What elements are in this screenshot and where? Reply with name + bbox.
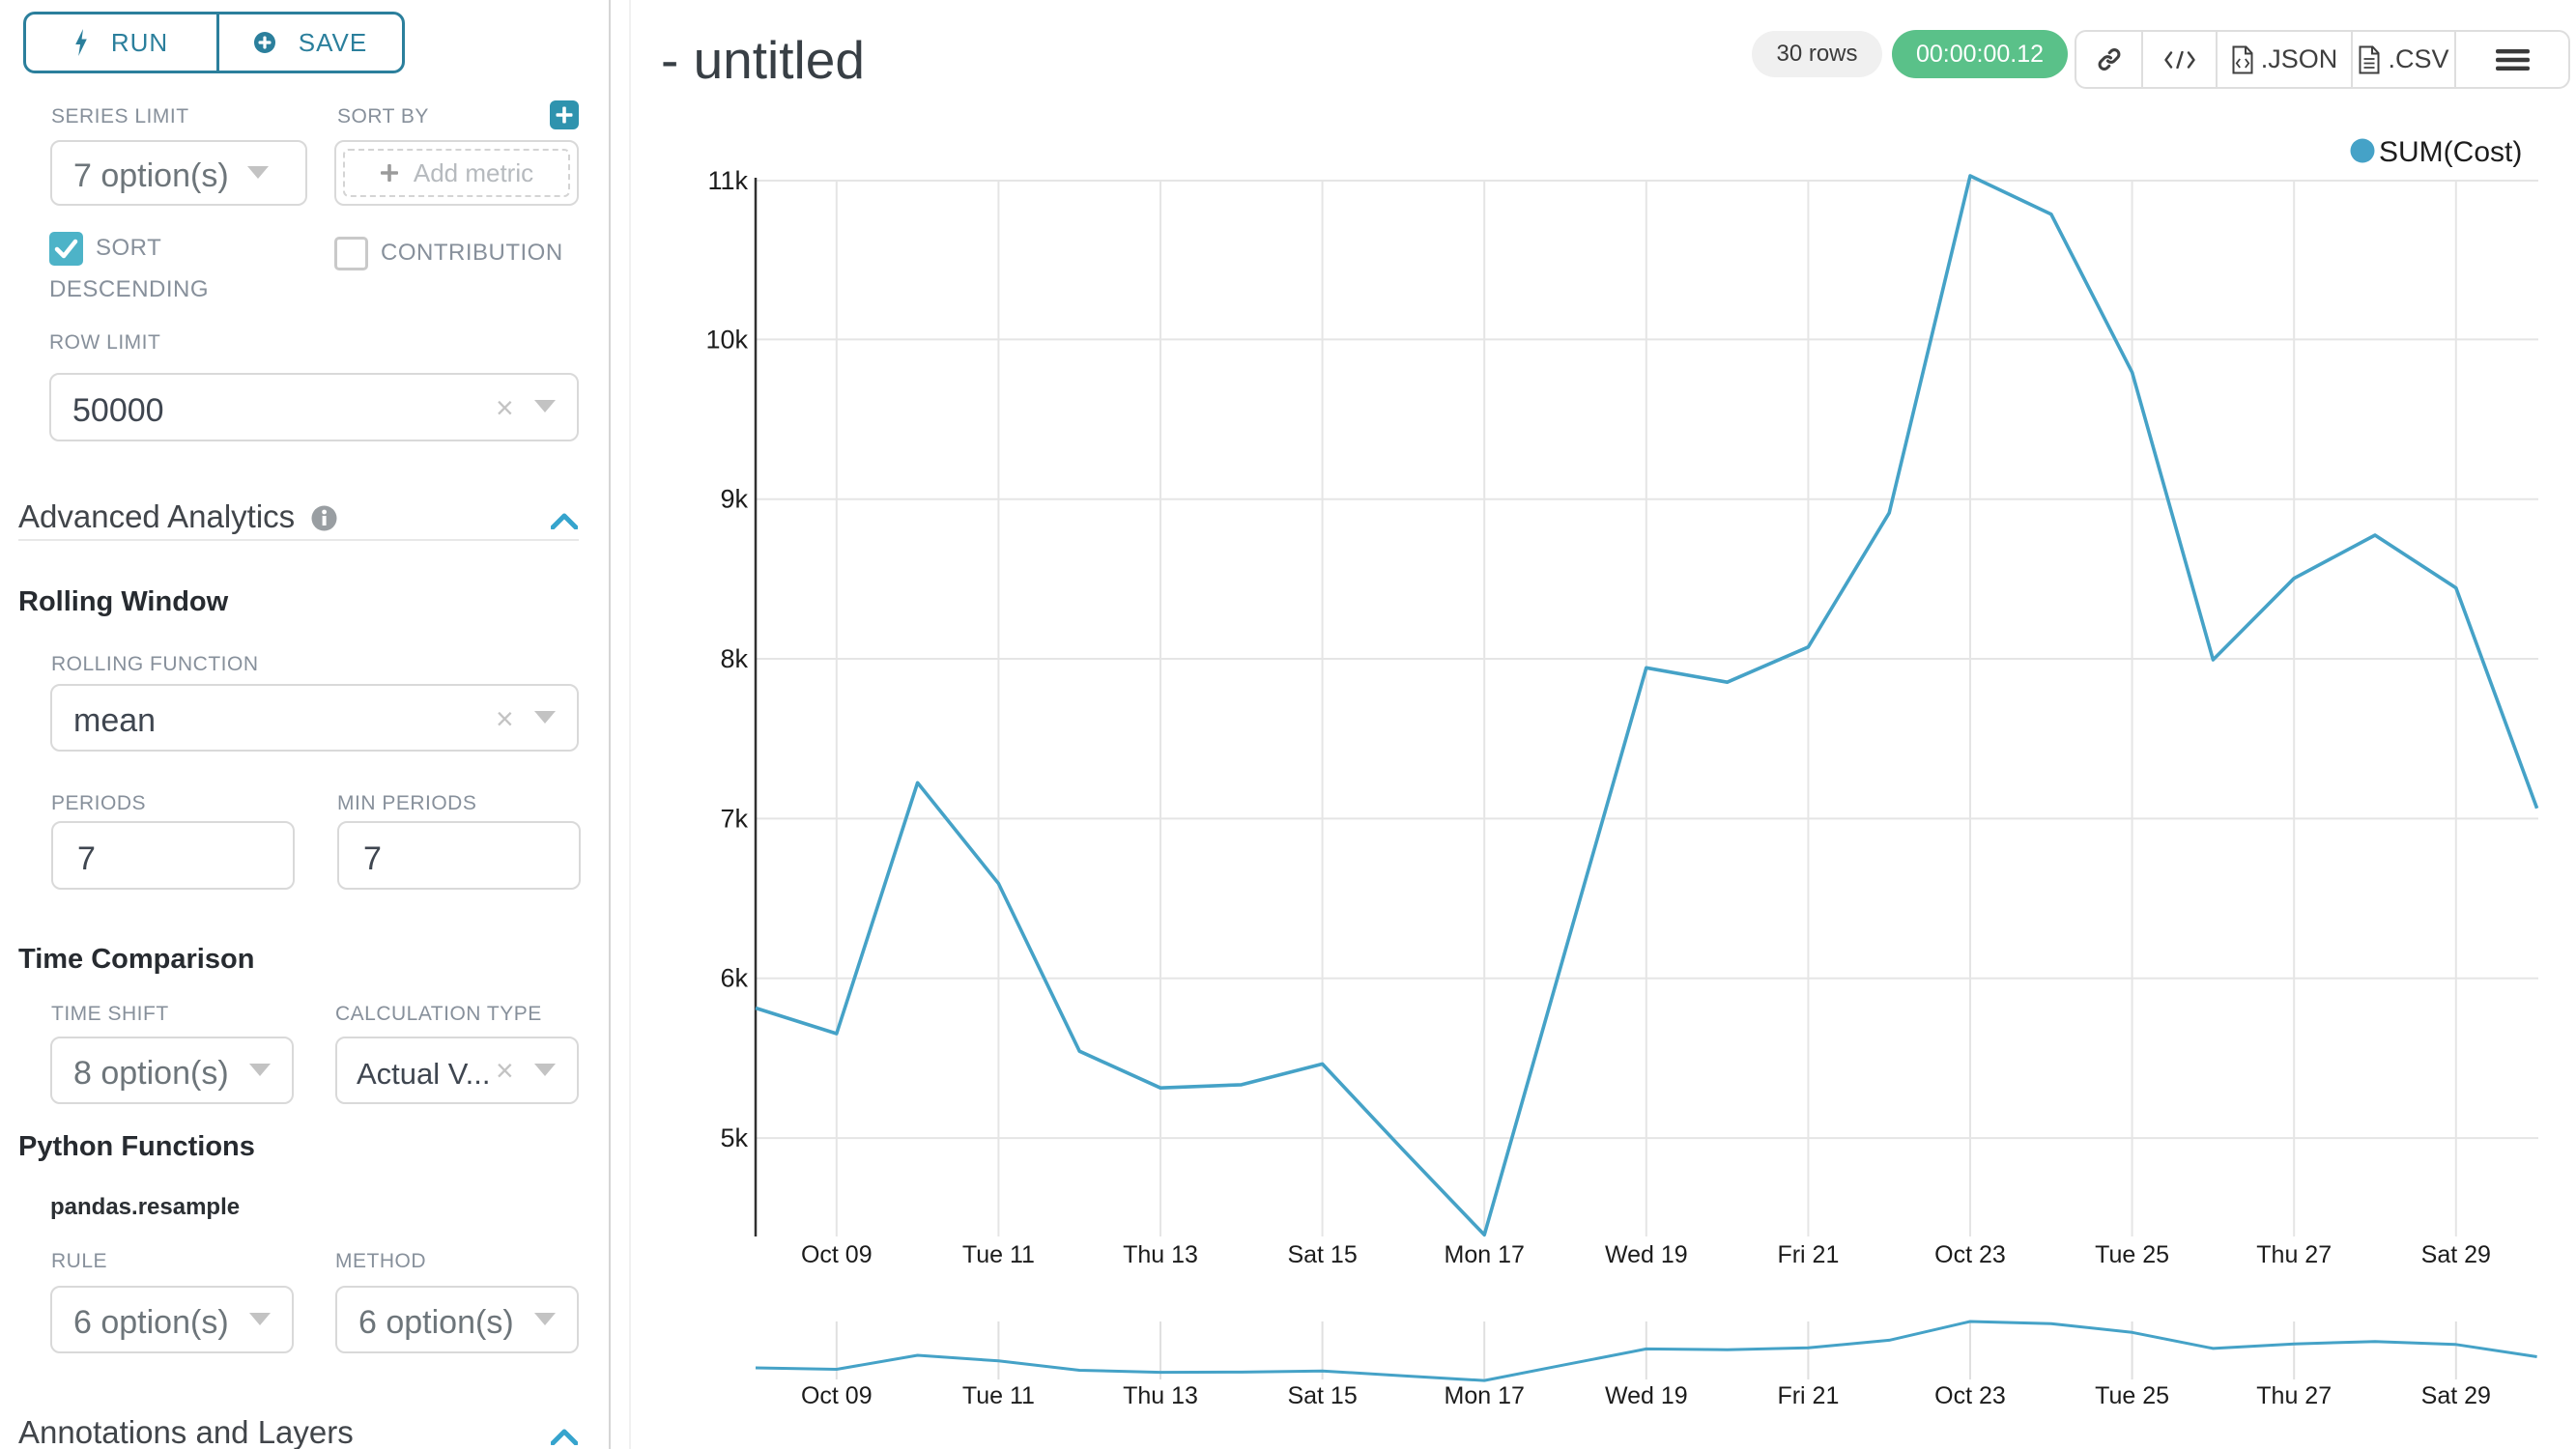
svg-text:Oct 23: Oct 23 [1934,1382,2006,1409]
svg-text:Mon 17: Mon 17 [1445,1241,1525,1268]
svg-text:Wed 19: Wed 19 [1605,1241,1688,1268]
svg-text:5k: 5k [720,1123,748,1152]
svg-text:SUM(Cost): SUM(Cost) [2379,136,2522,168]
svg-text:7k: 7k [720,804,748,833]
svg-text:Oct 09: Oct 09 [801,1241,873,1268]
svg-text:Wed 19: Wed 19 [1605,1382,1688,1409]
svg-text:6k: 6k [720,964,748,993]
svg-text:Thu 27: Thu 27 [2256,1241,2332,1268]
svg-text:11k: 11k [707,166,748,195]
svg-text:Sat 15: Sat 15 [1287,1382,1357,1409]
svg-text:Fri 21: Fri 21 [1777,1382,1839,1409]
svg-text:Fri 21: Fri 21 [1777,1241,1839,1268]
svg-text:Sat 15: Sat 15 [1287,1241,1357,1268]
svg-text:Sat 29: Sat 29 [2421,1241,2491,1268]
svg-text:Tue 11: Tue 11 [962,1241,1035,1268]
svg-text:8k: 8k [720,644,748,673]
svg-text:Thu 27: Thu 27 [2256,1382,2332,1409]
svg-text:Oct 23: Oct 23 [1934,1241,2006,1268]
svg-text:Tue 25: Tue 25 [2095,1382,2169,1409]
svg-text:9k: 9k [720,485,748,514]
svg-text:Thu 13: Thu 13 [1123,1382,1198,1409]
svg-text:Oct 09: Oct 09 [801,1382,873,1409]
svg-text:Sat 29: Sat 29 [2421,1382,2491,1409]
svg-text:Tue 11: Tue 11 [962,1382,1035,1409]
svg-text:Mon 17: Mon 17 [1445,1382,1525,1409]
svg-text:Tue 25: Tue 25 [2095,1241,2169,1268]
svg-text:10k: 10k [705,325,748,354]
svg-text:Thu 13: Thu 13 [1123,1241,1198,1268]
